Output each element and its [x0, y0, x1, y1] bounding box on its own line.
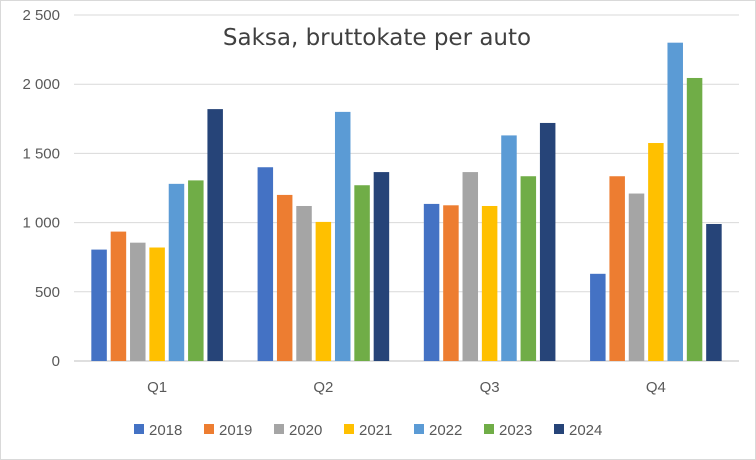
legend-label-2020: 2020 [289, 422, 322, 439]
y-tick-label: 1 500 [22, 145, 60, 162]
bar-2024-Q4 [706, 223, 722, 361]
legend-swatch-2020 [274, 424, 284, 434]
bar-2019-Q1 [110, 231, 127, 361]
bar-2019-Q2 [276, 194, 293, 361]
bar-2023-Q1 [188, 180, 204, 361]
bar-2019-Q4 [609, 176, 625, 361]
bar-2024-Q2 [373, 172, 390, 361]
bar-2022-Q4 [667, 42, 683, 362]
x-tick-label: Q1 [147, 379, 167, 396]
bar-2021-Q2 [315, 221, 332, 361]
bar-2021-Q4 [648, 143, 664, 361]
bar-2024-Q3 [539, 122, 556, 362]
y-tick-label: 2 500 [22, 7, 60, 24]
x-tick-label: Q4 [646, 379, 666, 396]
y-tick-label: 500 [35, 284, 60, 301]
bar-2023-Q2 [354, 185, 370, 361]
bar-2022-Q1 [168, 183, 185, 361]
x-tick-label: Q2 [313, 379, 333, 396]
bar-2023-Q4 [686, 77, 703, 362]
y-axis-ticks: 0 500 1 000 1 500 2 000 2 500 [22, 7, 60, 370]
legend-label-2022: 2022 [429, 422, 462, 439]
legend-label-2024: 2024 [569, 422, 602, 439]
bar-2019-Q3 [443, 205, 459, 361]
chart-title: Saksa, bruttokate per auto [223, 25, 531, 51]
bar-2022-Q3 [501, 135, 517, 361]
bar-2020-Q1 [130, 242, 146, 361]
legend-swatch-2019 [204, 424, 214, 434]
x-axis-ticks: Q1 Q2 Q3 Q4 [147, 379, 666, 396]
bar-2023-Q3 [520, 176, 537, 361]
legend-swatch-2023 [484, 424, 494, 434]
bar-2018-Q3 [423, 203, 440, 361]
bar-2020-Q3 [462, 172, 479, 361]
bar-2022-Q2 [334, 111, 351, 361]
y-tick-label: 1 000 [22, 215, 60, 232]
bar-2024-Q1 [207, 109, 223, 361]
legend-swatch-2022 [414, 424, 424, 434]
legend-label-2023: 2023 [499, 422, 532, 439]
bar-2021-Q1 [149, 247, 165, 361]
bar-2018-Q2 [257, 167, 274, 361]
bar-2020-Q4 [628, 193, 645, 361]
y-tick-label: 2 000 [22, 76, 60, 93]
legend-swatch-2021 [344, 424, 354, 434]
legend: 2018 2019 2020 2021 2022 2023 2024 [134, 422, 602, 439]
bar-2018-Q1 [91, 249, 107, 361]
bar-2020-Q2 [296, 205, 312, 361]
legend-label-2018: 2018 [149, 422, 182, 439]
bars [91, 42, 722, 362]
legend-label-2019: 2019 [219, 422, 252, 439]
gridlines [74, 14, 739, 362]
bar-2021-Q3 [481, 205, 498, 361]
bar-2018-Q4 [590, 273, 606, 361]
legend-swatch-2024 [554, 424, 564, 434]
legend-label-2021: 2021 [359, 422, 392, 439]
legend-swatch-2018 [134, 424, 144, 434]
y-tick-label: 0 [52, 353, 60, 370]
x-tick-label: Q3 [480, 379, 500, 396]
